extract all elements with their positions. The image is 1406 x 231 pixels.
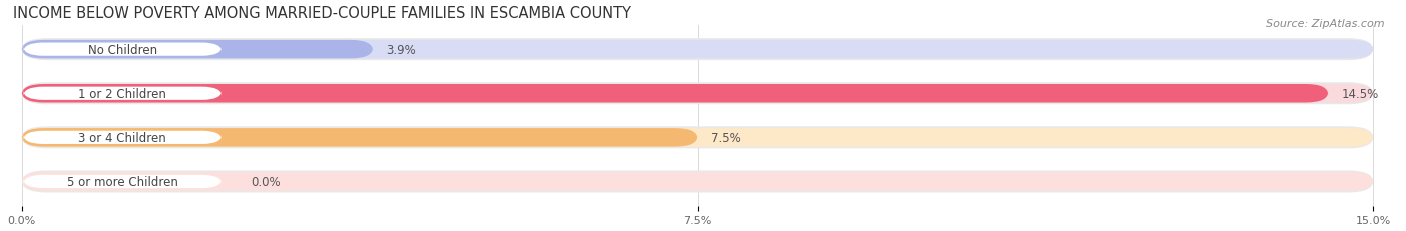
Text: INCOME BELOW POVERTY AMONG MARRIED-COUPLE FAMILIES IN ESCAMBIA COUNTY: INCOME BELOW POVERTY AMONG MARRIED-COUPL… [13,6,631,21]
Text: 1 or 2 Children: 1 or 2 Children [79,87,166,100]
Text: No Children: No Children [87,43,157,56]
FancyBboxPatch shape [21,173,1374,191]
FancyBboxPatch shape [24,175,222,188]
Text: 0.0%: 0.0% [252,175,281,188]
FancyBboxPatch shape [21,127,1374,149]
FancyBboxPatch shape [21,128,697,147]
Text: 3.9%: 3.9% [387,43,416,56]
FancyBboxPatch shape [24,87,222,100]
FancyBboxPatch shape [21,39,1374,61]
FancyBboxPatch shape [21,41,373,59]
FancyBboxPatch shape [21,171,1374,193]
FancyBboxPatch shape [24,131,222,144]
FancyBboxPatch shape [24,43,222,57]
Text: 3 or 4 Children: 3 or 4 Children [79,131,166,144]
FancyBboxPatch shape [21,83,1374,105]
Text: 5 or more Children: 5 or more Children [67,175,177,188]
FancyBboxPatch shape [21,85,1374,103]
FancyBboxPatch shape [21,128,1374,147]
Text: 7.5%: 7.5% [711,131,741,144]
FancyBboxPatch shape [21,41,1374,59]
FancyBboxPatch shape [21,85,1329,103]
Text: 14.5%: 14.5% [1341,87,1379,100]
Text: Source: ZipAtlas.com: Source: ZipAtlas.com [1267,18,1385,28]
